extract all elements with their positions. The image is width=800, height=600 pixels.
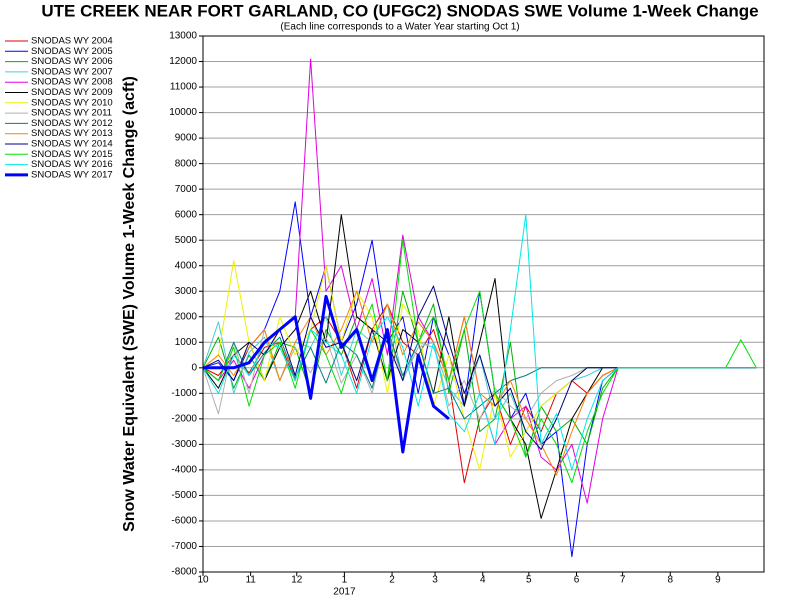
- y-tick-label: 8000: [175, 158, 198, 169]
- legend-label: SNODAS WY 2015: [31, 149, 113, 160]
- y-tick-label: -7000: [171, 541, 197, 552]
- x-tick-label: 12: [291, 575, 303, 586]
- y-tick-label: 6000: [175, 209, 198, 220]
- legend-label: SNODAS WY 2010: [31, 97, 113, 108]
- y-tick-label: 1000: [175, 337, 198, 348]
- y-tick-label: 0: [191, 362, 197, 373]
- x-tick-label: 7: [620, 575, 626, 586]
- chart-subtitle: (Each line corresponds to a Water Year s…: [280, 22, 519, 33]
- legend-label: SNODAS WY 2011: [31, 108, 112, 119]
- legend-label: SNODAS WY 2005: [31, 46, 113, 57]
- plot-frame: [202, 35, 765, 573]
- y-tick-label: -4000: [171, 465, 197, 476]
- series-line: [202, 214, 757, 471]
- x-tick-label: 3: [432, 575, 438, 586]
- y-tick-label: 3000: [175, 286, 198, 297]
- y-tick-label: 4000: [175, 260, 198, 271]
- x-tick-label: 9: [715, 575, 721, 586]
- y-tick-label: 11000: [170, 82, 198, 93]
- y-tick-label: -5000: [171, 490, 197, 501]
- legend-label: SNODAS WY 2007: [31, 66, 113, 77]
- x-tick-label: 8: [667, 575, 673, 586]
- y-tick-label: -2000: [171, 413, 197, 424]
- y-tick-label: 12000: [169, 56, 197, 67]
- y-axis-label: Snow Water Equivalent (SWE) Volume 1-Wee…: [121, 76, 138, 532]
- x-tick-label: 5: [526, 575, 532, 586]
- x-tick-label: 11: [245, 575, 256, 586]
- legend-label: SNODAS WY 2017: [31, 169, 113, 180]
- legend-label: SNODAS WY 2012: [31, 118, 113, 129]
- legend-label: SNODAS WY 2014: [31, 139, 113, 150]
- y-tick-label: -1000: [171, 388, 197, 399]
- x-tick-label: 10: [197, 575, 209, 586]
- y-tick-label: -3000: [171, 439, 197, 450]
- chart-title: UTE CREEK NEAR FORT GARLAND, CO (UFGC2) …: [41, 1, 758, 20]
- legend-label: SNODAS WY 2013: [31, 128, 113, 139]
- x-tick-label: 2: [389, 575, 395, 586]
- y-tick-label: 13000: [169, 31, 197, 42]
- y-tick-label: 2000: [175, 311, 198, 322]
- y-tick-label: 5000: [175, 235, 198, 246]
- y-tick-label: -6000: [171, 516, 197, 527]
- y-tick-label: -8000: [171, 567, 197, 578]
- y-tick-label: 10000: [169, 107, 197, 118]
- legend-label: SNODAS WY 2004: [31, 36, 113, 47]
- series-line: [203, 294, 450, 454]
- legend-label: SNODAS WY 2006: [31, 56, 113, 67]
- y-tick-label: 9000: [175, 133, 198, 144]
- annotation: 2017: [333, 587, 356, 598]
- x-tick-label: 4: [480, 575, 486, 586]
- y-tick-label: 7000: [175, 184, 198, 195]
- x-tick-label: 6: [574, 575, 580, 586]
- legend-label: SNODAS WY 2016: [31, 159, 113, 170]
- legend-label: SNODAS WY 2009: [31, 87, 113, 98]
- legend-label: SNODAS WY 2008: [31, 77, 113, 88]
- x-tick-label: 1: [342, 575, 348, 586]
